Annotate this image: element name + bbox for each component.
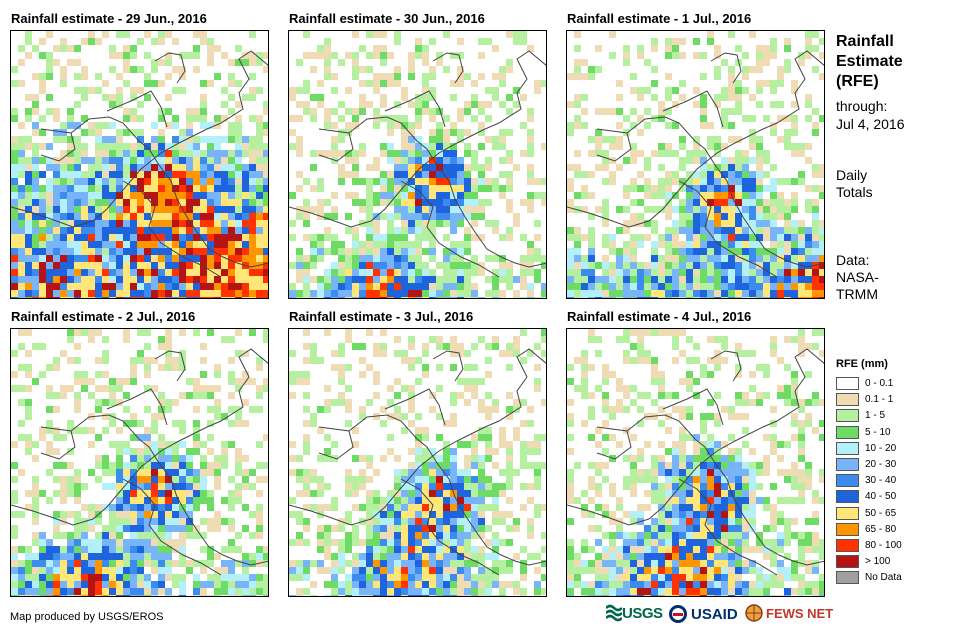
legend-swatch (836, 555, 859, 569)
legend-swatch (836, 506, 859, 520)
through-date: Jul 4, 2016 (836, 116, 905, 132)
panel-title-4: Rainfall estimate - 2 Jul., 2016 (11, 309, 196, 324)
panel-title-1: Rainfall estimate - 29 Jun., 2016 (11, 11, 207, 26)
map-credit: Map produced by USGS/EROS (10, 611, 164, 623)
usgs-wave-icon (606, 604, 622, 622)
legend-swatch (836, 441, 859, 455)
legend-label: No Data (865, 572, 902, 584)
usaid-logo: USAID (668, 604, 738, 624)
legend-swatch (836, 522, 859, 536)
panel-title-3: Rainfall estimate - 1 Jul., 2016 (567, 11, 752, 26)
legend-label: 0.1 - 1 (865, 394, 894, 406)
legend-item: 10 - 20 (836, 441, 896, 456)
legend-item: 0 - 0.1 (836, 376, 893, 391)
legend-item: 50 - 65 (836, 506, 896, 521)
legend-swatch (836, 474, 859, 488)
legend-swatch (836, 539, 859, 552)
legend-label: 50 - 65 (865, 507, 897, 519)
country-borders (567, 50, 824, 278)
panel-title-5: Rainfall estimate - 3 Jul., 2016 (289, 309, 474, 324)
legend-swatch (836, 571, 859, 585)
usgs-logo-text: USGS (622, 604, 663, 622)
legend-label: 20 - 30 (865, 459, 897, 470)
data-source: Data: NASA- TRMM (836, 252, 879, 302)
country-borders (289, 348, 546, 576)
sidebar-title: Rainfall Estimate (RFE) (836, 33, 903, 90)
rainfall-map-4 (10, 328, 269, 597)
legend-item: 1 - 5 (836, 408, 885, 423)
country-borders (289, 50, 546, 278)
legend-item: 30 - 40 (836, 473, 896, 488)
rainfall-map-3 (566, 30, 825, 299)
legend-swatch (836, 490, 859, 504)
fews-net-logo: FEWS NET (745, 604, 833, 622)
panel-title-6: Rainfall estimate - 4 Jul., 2016 (567, 309, 752, 324)
legend-label: 10 - 20 (865, 442, 897, 454)
country-borders (11, 50, 268, 278)
usaid-logo-text: USAID (691, 605, 738, 623)
fews-net-logo-text: FEWS NET (766, 605, 834, 621)
legend-title: RFE (mm) (836, 358, 888, 370)
usgs-logo: USGS (606, 604, 663, 622)
legend-label: 80 - 100 (865, 540, 902, 551)
legend-swatch (836, 377, 859, 390)
rainfall-map-1 (10, 30, 269, 299)
through-label: through: (836, 98, 888, 114)
legend-label: > 100 (865, 556, 891, 568)
legend-swatch (836, 458, 859, 471)
legend-item: 20 - 30 (836, 457, 896, 472)
legend-swatch (836, 393, 859, 407)
usaid-seal-icon (669, 605, 687, 623)
country-borders (567, 348, 824, 576)
rainfall-map-5 (288, 328, 547, 597)
legend-item: 0.1 - 1 (836, 392, 893, 407)
legend-item: 40 - 50 (836, 489, 896, 504)
legend-label: 1 - 5 (865, 410, 886, 422)
totals-label: Daily Totals (836, 167, 873, 200)
legend-item: > 100 (836, 554, 890, 569)
country-borders (11, 348, 268, 576)
fews-globe-icon (745, 604, 763, 622)
rainfall-map-2 (288, 30, 547, 299)
legend-swatch (836, 409, 859, 423)
legend-item: No Data (836, 570, 902, 585)
legend-label: 40 - 50 (865, 491, 897, 503)
legend-swatch (836, 425, 859, 439)
legend-label: 0 - 0.1 (865, 378, 894, 389)
panel-title-2: Rainfall estimate - 30 Jun., 2016 (289, 11, 485, 26)
legend-item: 65 - 80 (836, 522, 896, 537)
legend-label: 5 - 10 (865, 426, 891, 438)
legend-label: 30 - 40 (865, 475, 897, 487)
legend-label: 65 - 80 (865, 523, 897, 535)
rainfall-map-6 (566, 328, 825, 597)
legend-item: 5 - 10 (836, 425, 891, 440)
legend-item: 80 - 100 (836, 538, 902, 553)
